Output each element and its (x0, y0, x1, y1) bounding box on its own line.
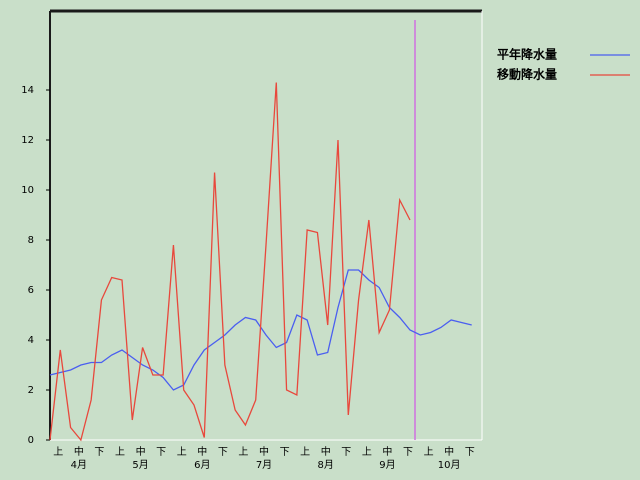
x-tick-label: 中 (136, 445, 146, 458)
x-tick-label: 中 (444, 445, 454, 458)
month-label: 7月 (256, 459, 272, 471)
y-tick-label: 0 (28, 435, 34, 446)
month-label: 9月 (379, 459, 395, 471)
y-tick-label: 10 (21, 185, 34, 196)
x-tick-label: 下 (280, 447, 290, 458)
x-tick-label: 中 (259, 445, 269, 458)
month-label: 6月 (194, 459, 210, 471)
month-label: 5月 (132, 459, 148, 471)
month-label: 4月 (71, 459, 87, 471)
x-tick-label: 中 (382, 445, 392, 458)
y-tick-label: 4 (28, 335, 34, 346)
x-tick-label: 上 (177, 446, 187, 458)
month-label: 10月 (438, 459, 461, 471)
month-label: 8月 (318, 459, 334, 471)
x-tick-label: 中 (197, 445, 207, 458)
y-tick-label: 12 (21, 135, 34, 146)
x-tick-label: 下 (156, 447, 166, 458)
y-tick-label: 8 (28, 235, 34, 246)
x-tick-label: 下 (341, 447, 351, 458)
x-tick-label: 上 (115, 446, 125, 458)
x-tick-label: 下 (218, 447, 228, 458)
x-tick-label: 上 (53, 446, 63, 458)
x-tick-label: 上 (238, 446, 248, 458)
x-tick-label: 中 (74, 445, 84, 458)
series-line (49, 82, 411, 442)
y-tick-label: 6 (28, 285, 34, 296)
x-tick-label: 中 (321, 445, 331, 458)
legend-label: 移動降水量 (497, 67, 557, 82)
x-tick-label: 下 (465, 447, 475, 458)
x-tick-label: 上 (362, 446, 372, 458)
legend-label: 平年降水量 (497, 47, 557, 62)
x-tick-label: 上 (300, 446, 310, 458)
y-tick-label: 14 (21, 85, 34, 96)
x-tick-label: 上 (424, 446, 434, 458)
y-tick-label: 2 (28, 385, 34, 396)
x-tick-label: 下 (94, 447, 104, 458)
x-tick-label: 下 (403, 447, 413, 458)
